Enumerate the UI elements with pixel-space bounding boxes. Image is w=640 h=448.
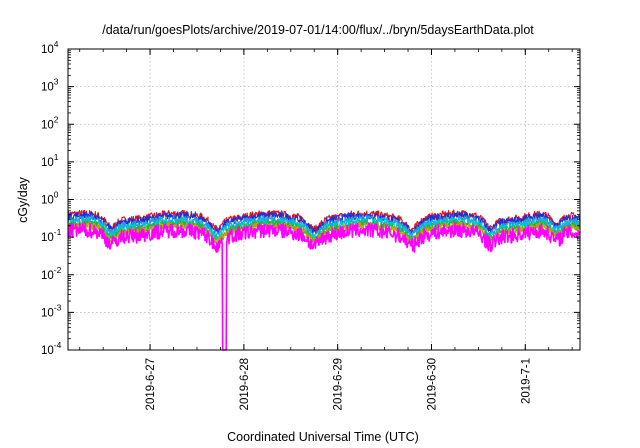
- y-axis: 10-4 10-3 10-2 10-1 100 101 102 103 104: [41, 39, 580, 357]
- x-axis: 2019-6-27 2019-6-28 2019-6-29 2019-6-30 2019…: [79, 49, 573, 410]
- y-tick-label: 10-3: [41, 302, 62, 319]
- grid: [68, 49, 580, 350]
- x-tick-label: 2019-6-27: [145, 358, 157, 410]
- x-tick-label: 2019-6-30: [426, 358, 438, 410]
- y-axis-label: cGy/day: [16, 176, 30, 223]
- x-tick-label: 2019-7-1: [520, 358, 532, 404]
- y-tick-label: 10-1: [41, 227, 62, 244]
- chart-title: /data/run/goesPlots/archive/2019-07-01/1…: [102, 23, 534, 37]
- y-tick-label: 103: [41, 77, 59, 94]
- x-axis-label: Coordinated Universal Time (UTC): [227, 430, 419, 444]
- y-tick-label: 104: [41, 39, 59, 56]
- x-tick-label: 2019-6-28: [239, 358, 251, 410]
- y-tick-label: 101: [41, 152, 59, 169]
- y-tick-label: 100: [41, 190, 59, 207]
- y-tick-label: 10-2: [41, 265, 62, 282]
- series-line: [67, 222, 581, 351]
- series-area: [67, 209, 581, 351]
- x-tick-label: 2019-6-29: [333, 358, 345, 410]
- y-tick-label: 102: [41, 114, 59, 131]
- y-tick-label: 10-4: [41, 340, 62, 357]
